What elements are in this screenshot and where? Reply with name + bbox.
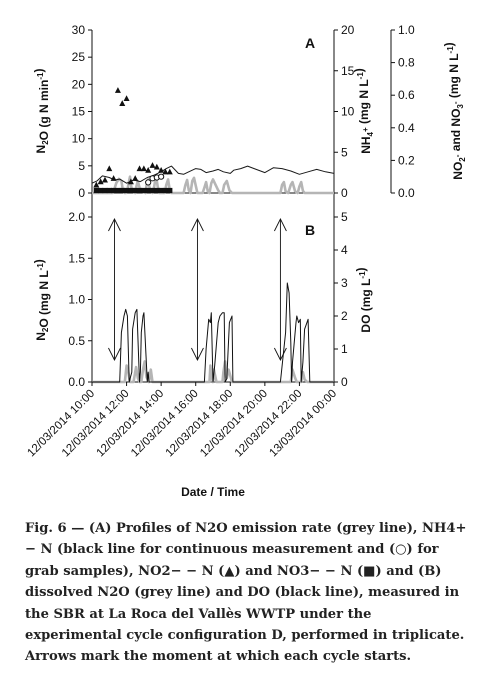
figure-caption-text: (A) Profiles of N2O emission rate (grey … [25,521,467,665]
panel-b-left-axis-title: N2O (mg N L-1) [32,259,51,341]
panel-a-right-axis-title: NH4+ (mg N L-1) [352,68,375,154]
panel-a-no3-point [115,187,121,194]
panel-a-no3-point [162,187,169,194]
panel-a-no3-point [167,187,173,194]
panel-a-no2-point [153,163,160,170]
panel-a-no2-point [93,181,100,188]
panel-a-no2-point [132,175,139,181]
panel-a-no3-point [154,187,160,194]
panel-a-no2-point [97,178,104,185]
panel-a-no2-point [101,176,108,183]
panel-a-far-right-tick-label: 0.4 [398,121,415,135]
panel-b-left-tick-label: 1.0 [68,293,85,307]
panel-a-n2o-line [92,174,334,195]
panel-a-left-tick-label: 30 [72,23,86,37]
panel-a-letter: A [305,35,315,51]
panel-a-nh4-line [91,165,335,184]
panel-a-left-tick-label: 15 [72,105,86,119]
panel-a-no3-point [141,187,147,194]
panel-a-far-right-tick-label: 0.2 [398,153,415,167]
panel-a-no3-point [158,187,164,194]
panel-b-left-tick-label: 1.5 [68,251,85,265]
panel-a-no3-point [145,187,151,194]
cycle-start-arrow-head-down [274,347,287,362]
panel-a-no2-point [140,165,147,172]
panel-a-no2-point [123,95,130,102]
panel-a-no3-point [119,187,125,194]
panel-a-nh4-grab-point [158,173,165,180]
panel-b-left-tick-label: 2.0 [68,210,85,224]
panel-a-no3-point [132,187,138,194]
panel-b-do-line [92,282,334,383]
x-tick-label: 13/03/2014 00:00 [267,388,339,460]
panel-a-no2-point [106,165,113,172]
panel-a-right-tick-label: 0 [341,186,348,200]
panel-b-right-axis-title: DO (mg L-1) [354,267,373,332]
cycle-start-arrow-head-up [191,217,204,232]
panel-a-no2-point [127,178,134,185]
panel-a-no2-point [149,162,156,168]
panel-a-no3-point [106,187,112,194]
panel-a-no3-point [123,187,130,194]
panel-a-far-right-tick-label: 0.6 [398,88,415,102]
panel-b-right-tick-label: 4 [341,243,348,257]
panel-b-right-tick-label: 0 [341,375,348,389]
figure-label: Fig. 6 [25,521,67,536]
panel-a-left-axis-title: N2O (g N min-1) [32,69,51,154]
cycle-start-arrow-head-down [191,347,204,362]
panel-a-left-tick-label: 10 [72,132,86,146]
panel-a-far-right-tick-label: 1.0 [398,23,415,37]
panel-a-no3-point [136,187,143,194]
panel-b-right-tick-label: 2 [341,309,348,323]
panel-a-no2-point [114,87,121,93]
panel-a-right-tick-label: 5 [341,145,348,159]
cycle-start-arrow-head-up [274,217,287,232]
panel-a-nh4-grab-point [145,179,152,186]
panel-a-far-right-axis-title: NO2- and NO3- (mg N L-1) [442,42,467,179]
panel-b-right-tick-label: 3 [341,276,348,290]
panel-a-left-tick-label: 25 [72,50,86,64]
panel-a-right-tick-label: 10 [341,105,355,119]
panel-a-no3-point [111,187,117,194]
figure-6-chart: 051015202530051015200.00.20.40.60.81.00.… [25,23,467,499]
panel-a-no3-point [128,187,134,194]
panel-a-left-tick-label: 0 [78,186,85,200]
cycle-start-arrow-head-down [108,347,121,362]
panel-a-no2-point [158,166,165,173]
panel-a-left-tick-label: 20 [72,77,86,91]
panel-a-left-tick-label: 5 [78,159,85,173]
panel-b-right-tick-label: 1 [341,342,348,356]
panel-a-far-right-tick-label: 0.8 [398,56,415,70]
panel-a-right-tick-label: 20 [341,23,355,37]
x-axis-title: Date / Time [181,485,245,499]
panel-a-no2-point [136,165,143,172]
panel-b-n2o-line [92,360,334,384]
panel-b-left-tick-label: 0.0 [68,375,85,389]
panel-a-no3-point [149,187,156,194]
panel-b-letter: B [305,222,315,238]
panel-a-far-right-tick-label: 0.0 [398,186,415,200]
cycle-start-arrow-head-up [108,217,121,232]
panel-a-no3-point [93,187,99,194]
figure-caption: Fig. 6 — (A) Profiles of N2O emission ra… [25,521,467,665]
panel-b-left-tick-label: 0.5 [68,334,85,348]
panel-a-right-tick-label: 15 [341,64,355,78]
panel-a-no2-point [110,175,117,181]
panel-a-no2-point [119,100,126,106]
panel-a-no2-point [162,168,169,175]
panel-a-no3-point [98,187,104,194]
panel-a-no2-point [166,168,173,175]
panel-a-no2-point [145,166,152,173]
panel-b-right-tick-label: 5 [341,210,348,224]
panel-a-no3-point [102,187,108,194]
